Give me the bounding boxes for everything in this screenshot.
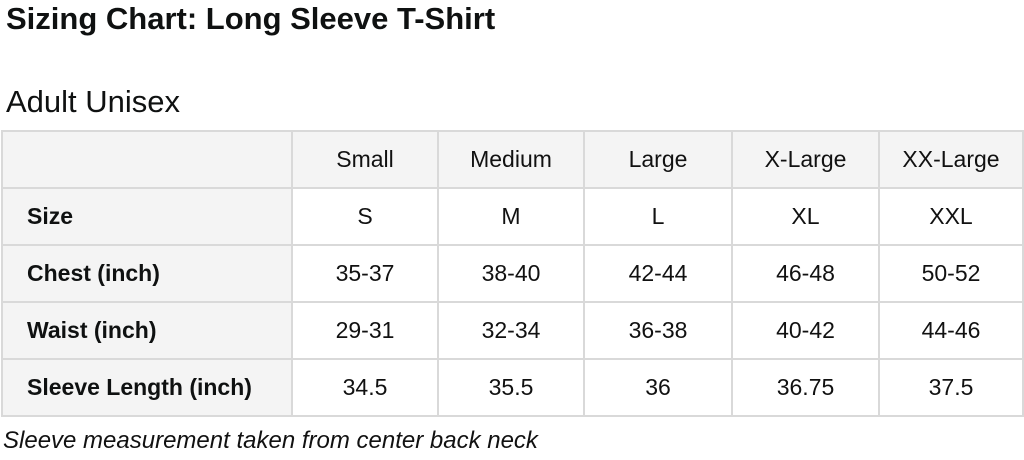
table-row-size: Size S M L XL XXL [1, 187, 1024, 247]
cell: 38-40 [437, 244, 585, 304]
row-label-waist: Waist (inch) [1, 301, 293, 361]
row-label-chest: Chest (inch) [1, 244, 293, 304]
column-header-xx-large: XX-Large [878, 130, 1024, 190]
header-row: Small Medium Large X-Large XX-Large [1, 130, 1024, 190]
cell: L [583, 187, 733, 247]
table-row-sleeve-length: Sleeve Length (inch) 34.5 35.5 36 36.75 … [1, 358, 1024, 418]
cell: 32-34 [437, 301, 585, 361]
cell: 42-44 [583, 244, 733, 304]
cell: 37.5 [878, 358, 1024, 418]
cell: 46-48 [731, 244, 880, 304]
cell: 50-52 [878, 244, 1024, 304]
page-title: Sizing Chart: Long Sleeve T-Shirt [6, 1, 496, 36]
cell: XXL [878, 187, 1024, 247]
column-header-medium: Medium [437, 130, 585, 190]
row-label-size: Size [1, 187, 293, 247]
cell: 36-38 [583, 301, 733, 361]
column-header-large: Large [583, 130, 733, 190]
cell: 34.5 [291, 358, 439, 418]
cell: 29-31 [291, 301, 439, 361]
table-row-waist: Waist (inch) 29-31 32-34 36-38 40-42 44-… [1, 301, 1024, 361]
column-header-small: Small [291, 130, 439, 190]
row-label-sleeve-length: Sleeve Length (inch) [1, 358, 293, 418]
cell: 35-37 [291, 244, 439, 304]
column-header-blank [1, 130, 293, 190]
cell: S [291, 187, 439, 247]
sizing-table: Small Medium Large X-Large XX-Large Size… [1, 130, 1024, 418]
section-title: Adult Unisex [6, 83, 181, 119]
cell: 36 [583, 358, 733, 418]
cell: M [437, 187, 585, 247]
table-row-chest: Chest (inch) 35-37 38-40 42-44 46-48 50-… [1, 244, 1024, 304]
footnote: Sleeve measurement taken from center bac… [3, 427, 538, 455]
cell: 36.75 [731, 358, 880, 418]
cell: 40-42 [731, 301, 880, 361]
cell: XL [731, 187, 880, 247]
cell: 35.5 [437, 358, 585, 418]
cell: 44-46 [878, 301, 1024, 361]
column-header-x-large: X-Large [731, 130, 880, 190]
